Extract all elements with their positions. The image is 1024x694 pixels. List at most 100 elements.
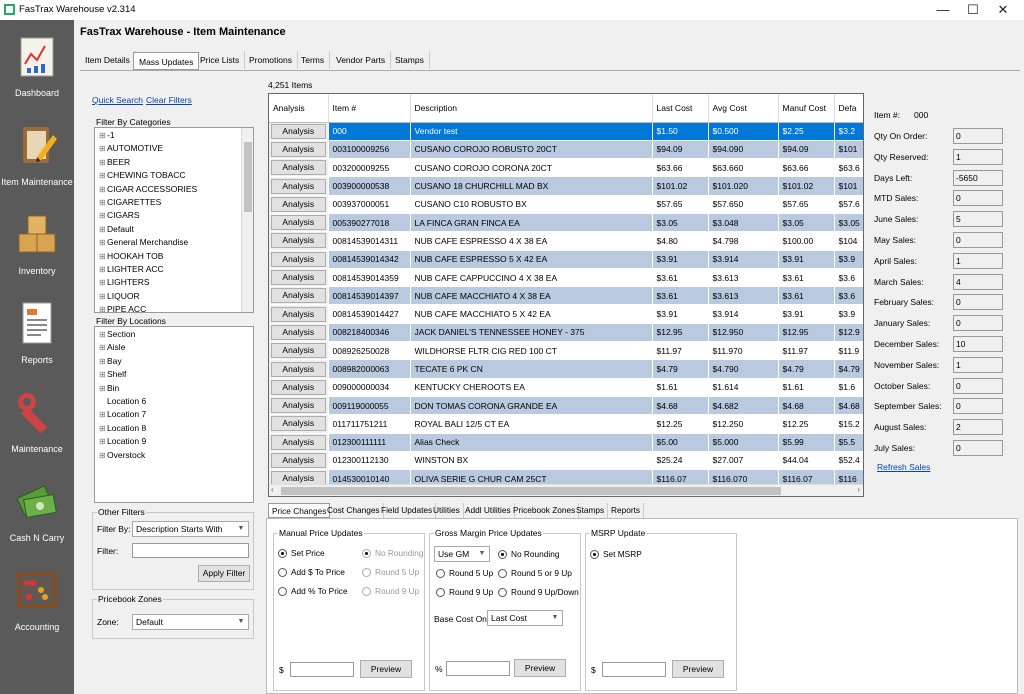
item-number-cell[interactable]: 003900000538	[328, 176, 411, 196]
expand-icon[interactable]: ⊞	[99, 291, 106, 301]
analysis-button[interactable]: Analysis	[271, 434, 326, 450]
default-cost-cell[interactable]: $101	[834, 176, 863, 196]
manuf-cost-cell[interactable]: $12.95	[778, 323, 835, 343]
manual-preview-button[interactable]: Preview	[360, 660, 412, 678]
manuf-cost-cell[interactable]: $4.79	[778, 359, 835, 379]
location-item[interactable]: ⊞Bin	[95, 382, 253, 395]
expand-icon[interactable]: ⊞	[99, 131, 106, 140]
table-row[interactable]: Analysis 00814539014359 NUB CAFE CAPPUCCIN…	[269, 268, 863, 288]
expand-icon[interactable]: ⊞	[99, 264, 106, 274]
description-cell[interactable]: OLIVA SERIE G CHUR CAM 25CT	[410, 469, 653, 489]
category-item[interactable]: ⊞PIPE ACC	[95, 303, 253, 313]
gm-preview-button[interactable]: Preview	[514, 659, 566, 677]
description-cell[interactable]: CUSANO COROJO CORONA 20CT	[410, 158, 653, 178]
last-cost-cell[interactable]: $11.97	[652, 341, 709, 361]
grid-horizontal-scrollbar[interactable]: ‹ ›	[269, 484, 863, 496]
analysis-button[interactable]: Analysis	[271, 178, 326, 194]
col-default[interactable]: Defa	[834, 94, 863, 123]
add-percent-radio[interactable]: Add % To Price	[278, 586, 348, 596]
item-number-cell[interactable]: 008982000063	[328, 359, 411, 379]
tab-vendor-parts[interactable]: Vendor Parts	[331, 51, 392, 69]
avg-cost-cell[interactable]: $116.070	[708, 469, 779, 489]
avg-cost-cell[interactable]: $101.020	[708, 176, 779, 196]
table-row[interactable]: Analysis 011711751211 ROYAL BALI 12/5 CT E…	[269, 414, 863, 434]
expand-icon[interactable]: ⊞	[99, 356, 106, 366]
last-cost-cell[interactable]: $3.91	[652, 250, 709, 269]
expand-icon[interactable]: ⊞	[99, 410, 106, 420]
item-number-cell[interactable]: 005390277018	[328, 213, 411, 233]
table-row[interactable]: Analysis 012300111111 Alias Check $5.00 $5.0…	[269, 433, 863, 452]
table-row[interactable]: Analysis 009119000055 DON TOMAS CORONA GRA…	[269, 396, 863, 416]
apply-filter-button[interactable]: Apply Filter	[198, 565, 250, 582]
description-cell[interactable]: TECATE 6 PK CN	[410, 359, 653, 379]
table-row[interactable]: Analysis 008926250028 WILDHORSE FLTR CIG R…	[269, 341, 863, 361]
last-cost-cell[interactable]: $116.07	[652, 469, 709, 489]
last-cost-cell[interactable]: $101.02	[652, 176, 709, 196]
expand-icon[interactable]: ⊞	[99, 278, 106, 288]
manuf-cost-cell[interactable]: $3.91	[778, 250, 835, 269]
avg-cost-cell[interactable]: $27.007	[708, 451, 779, 471]
item-number-cell[interactable]: 008218400346	[328, 323, 411, 343]
minimize-button[interactable]: —	[936, 2, 950, 17]
default-cost-cell[interactable]: $3.2	[834, 122, 863, 141]
round-9-up-radio[interactable]: Round 9 Up	[362, 586, 419, 596]
set-msrp-radio[interactable]: Set MSRP	[590, 549, 642, 559]
item-number-cell[interactable]: 008926250028	[328, 341, 411, 361]
quick-search-link[interactable]: Quick Search	[92, 95, 144, 105]
description-cell[interactable]: DON TOMAS CORONA GRANDE EA	[410, 396, 653, 416]
location-item[interactable]: ⊞Location 9	[95, 435, 253, 448]
last-cost-cell[interactable]: $12.95	[652, 323, 709, 343]
manuf-cost-cell[interactable]: $63.66	[778, 158, 835, 178]
category-item[interactable]: ⊞LIGHTERS	[95, 276, 253, 289]
category-item[interactable]: ⊞CHEWING TOBACC	[95, 169, 253, 182]
last-cost-cell[interactable]: $94.09	[652, 140, 709, 160]
table-row[interactable]: Analysis 003937000051 CUSANO C10 ROBUSTO B…	[269, 195, 863, 214]
tab-addl-utilities[interactable]: Addl Utilities	[462, 503, 515, 518]
items-grid[interactable]: Analysis Item # Description Last Cost Av…	[268, 93, 864, 497]
description-cell[interactable]: CUSANO C10 ROBUSTO BX	[410, 195, 653, 214]
category-item[interactable]: ⊞HOOKAH TOB	[95, 250, 253, 263]
nav-maintenance[interactable]: Maintenance	[0, 384, 74, 472]
last-cost-cell[interactable]: $3.05	[652, 213, 709, 233]
analysis-button[interactable]: Analysis	[271, 306, 326, 322]
last-cost-cell[interactable]: $4.80	[652, 231, 709, 251]
last-cost-cell[interactable]: $4.79	[652, 359, 709, 379]
location-item[interactable]: ⊞Location 7	[95, 408, 253, 421]
item-number-cell[interactable]: 00814539014342	[328, 250, 411, 269]
location-item[interactable]: Location 6	[95, 395, 253, 408]
manuf-cost-cell[interactable]: $57.65	[778, 195, 835, 214]
expand-icon[interactable]: ⊞	[99, 171, 106, 181]
description-cell[interactable]: Vendor test	[410, 122, 653, 141]
description-cell[interactable]: LA FINCA GRAN FINCA EA	[410, 213, 653, 233]
description-cell[interactable]: Alias Check	[410, 433, 653, 452]
no-rounding-radio[interactable]: No Rounding	[362, 548, 423, 558]
table-row[interactable]: Analysis 012300112130 WINSTON BX $25.24 $27.…	[269, 451, 863, 471]
last-cost-cell[interactable]: $63.66	[652, 158, 709, 178]
item-number-cell[interactable]: 00814539014427	[328, 304, 411, 324]
last-cost-cell[interactable]: $3.61	[652, 286, 709, 306]
category-item[interactable]: ⊞CIGARS	[95, 209, 253, 222]
last-cost-cell[interactable]: $57.65	[652, 195, 709, 214]
manuf-cost-cell[interactable]: $44.04	[778, 451, 835, 471]
description-cell[interactable]: JACK DANIEL'S TENNESSEE HONEY - 375	[410, 323, 653, 343]
scroll-right-icon[interactable]: ›	[857, 485, 860, 494]
close-button[interactable]: ✕	[997, 2, 1009, 17]
default-cost-cell[interactable]: $15.2	[834, 414, 863, 434]
location-item[interactable]: ⊞Bay	[95, 355, 253, 368]
item-number-cell[interactable]: 003200009255	[328, 158, 411, 178]
analysis-button[interactable]: Analysis	[271, 215, 326, 231]
expand-icon[interactable]: ⊞	[99, 305, 106, 313]
item-number-cell[interactable]: 009000000034	[328, 378, 411, 397]
description-cell[interactable]: NUB CAFE ESPRESSO 5 X 42 EA	[410, 250, 653, 269]
expand-icon[interactable]: ⊞	[99, 157, 106, 167]
tab-utilities[interactable]: Utilities	[430, 503, 464, 518]
description-cell[interactable]: NUB CAFE MACCHIATO 5 X 42 EA	[410, 304, 653, 324]
default-cost-cell[interactable]: $12.9	[834, 323, 863, 343]
category-item[interactable]: ⊞CIGAR ACCESSORIES	[95, 183, 253, 196]
table-row[interactable]: Analysis 00814539014311 NUB CAFE ESPRESSO …	[269, 231, 863, 251]
tab-price-lists[interactable]: Price Lists	[195, 51, 246, 69]
table-row[interactable]: Analysis 003900000538 CUSANO 18 CHURCHILL …	[269, 176, 863, 196]
avg-cost-cell[interactable]: $94.090	[708, 140, 779, 160]
table-row[interactable]: Analysis 00814539014427 NUB CAFE MACCHIATO…	[269, 304, 863, 324]
last-cost-cell[interactable]: $1.61	[652, 378, 709, 397]
